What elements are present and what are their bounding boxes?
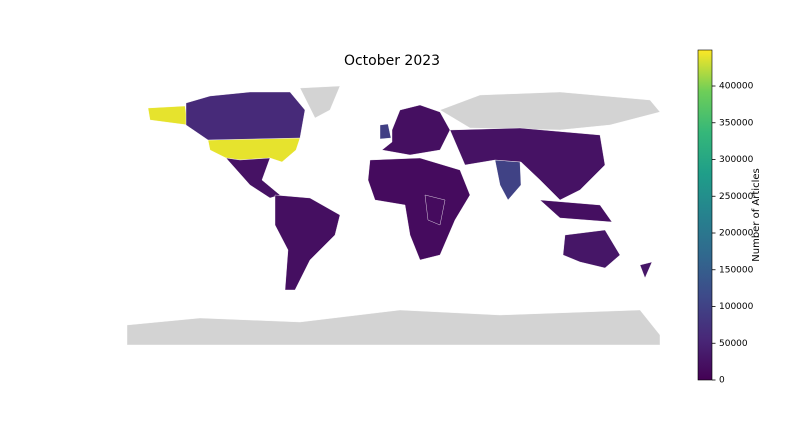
country-region bbox=[494, 159, 522, 201]
missing-regions bbox=[126, 85, 661, 346]
colorbar-tick-label: 350000 bbox=[719, 118, 754, 128]
no-data-region bbox=[126, 309, 661, 346]
country-region bbox=[225, 157, 281, 199]
country-region bbox=[274, 194, 341, 291]
colorbar-tick-label: 0 bbox=[719, 376, 725, 386]
no-data-region bbox=[439, 91, 661, 131]
country-region bbox=[367, 157, 471, 261]
colorbar-tick-label: 250000 bbox=[719, 192, 754, 202]
country-region bbox=[379, 123, 392, 140]
colorbar-tick-label: 300000 bbox=[719, 155, 754, 165]
no-data-region bbox=[299, 85, 341, 119]
country-region bbox=[381, 104, 451, 156]
country-region bbox=[562, 229, 653, 279]
country-region bbox=[539, 199, 613, 223]
regions bbox=[147, 91, 653, 291]
chart-title: October 2023 bbox=[344, 53, 440, 69]
colorbar bbox=[697, 49, 713, 381]
colorbar-tick-label: 100000 bbox=[719, 302, 754, 312]
colorbar-tick-label: 150000 bbox=[719, 265, 754, 275]
country-region bbox=[449, 127, 606, 201]
colorbar-tick-label: 200000 bbox=[719, 229, 754, 239]
colorbar-tick-label: 50000 bbox=[719, 339, 748, 349]
colorbar-label: Number of Articles bbox=[751, 168, 762, 261]
colorbar-tick-label: 400000 bbox=[719, 82, 754, 92]
country-region bbox=[185, 91, 306, 141]
